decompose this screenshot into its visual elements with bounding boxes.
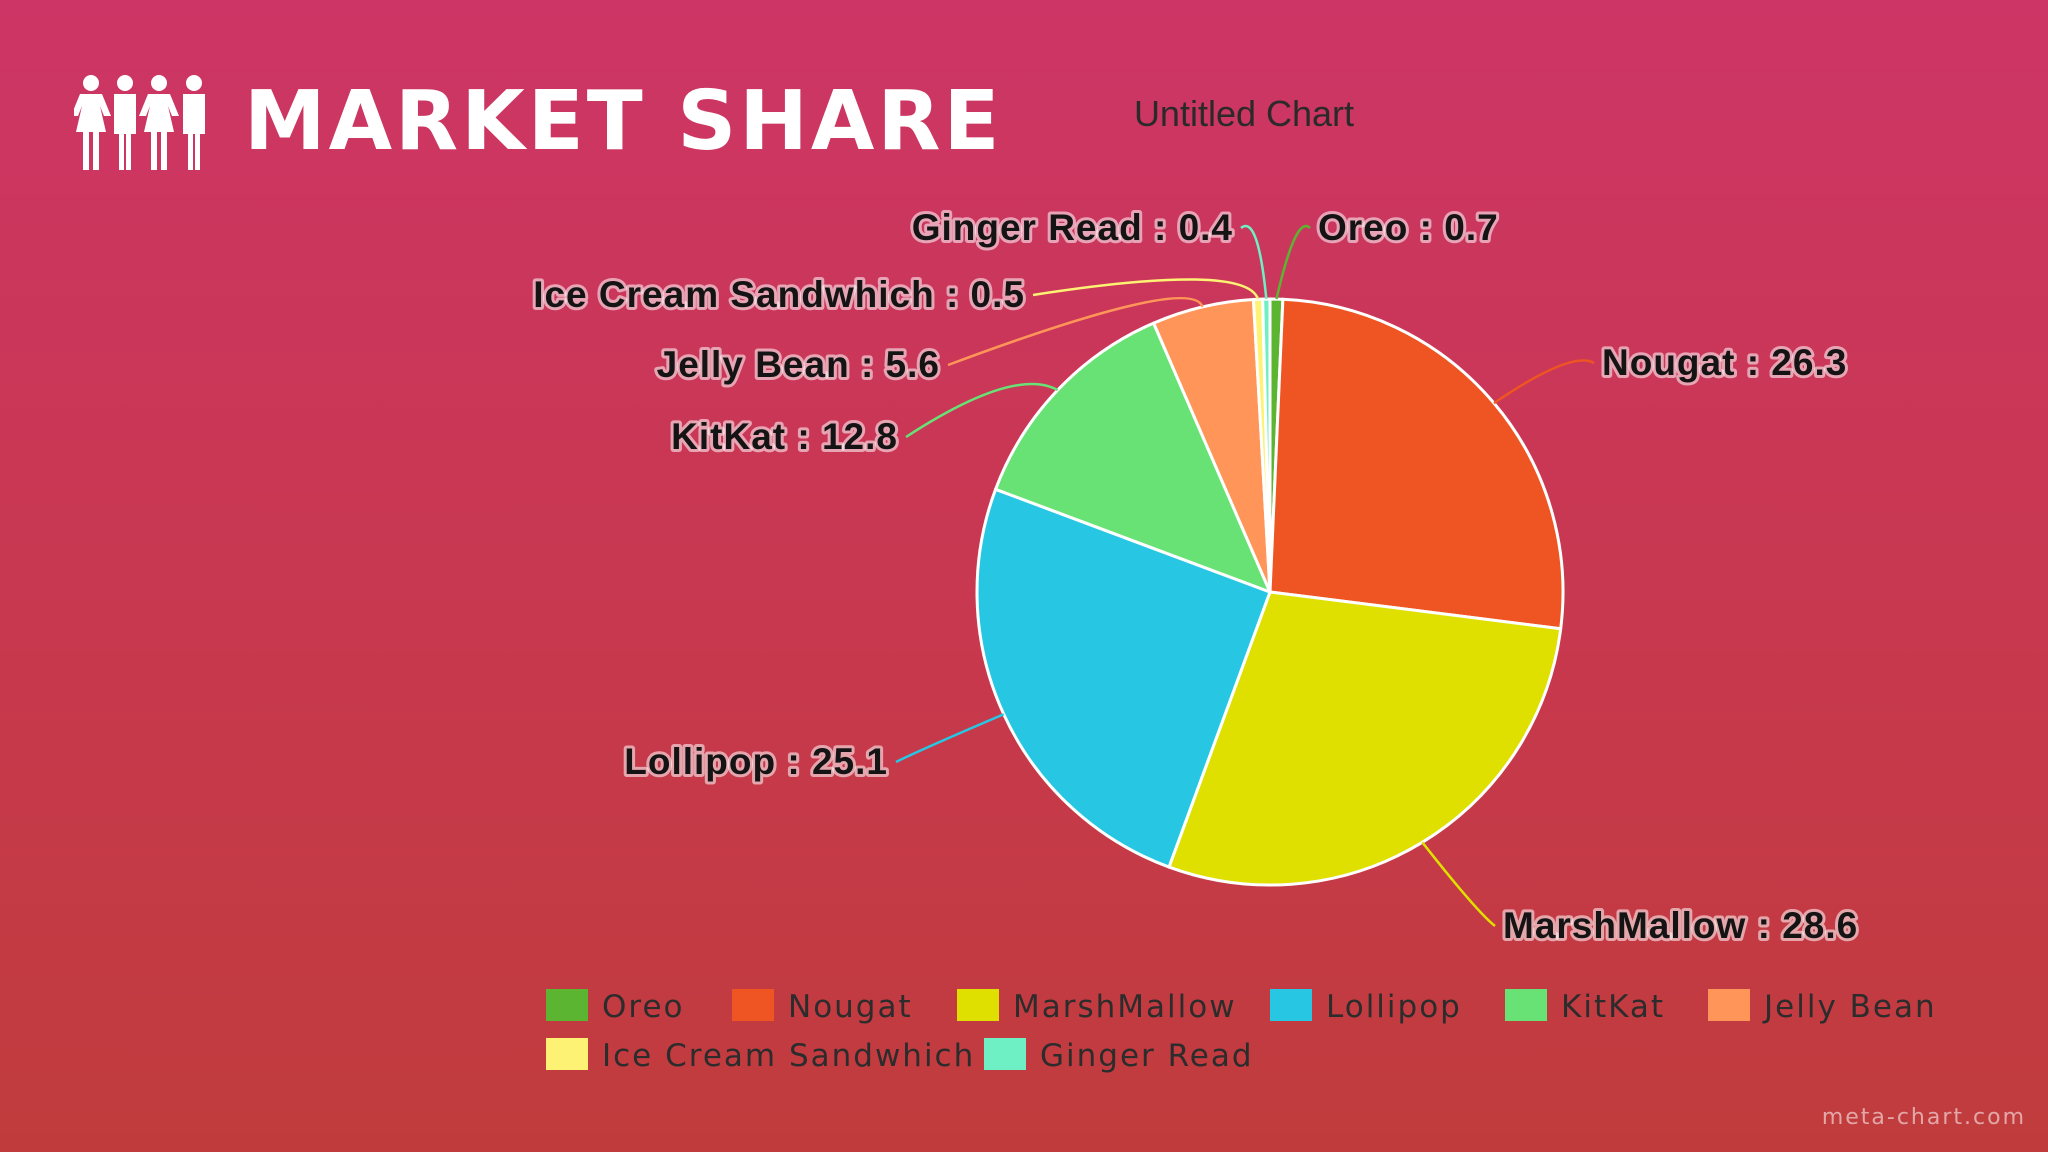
legend-item-oreo: Oreo — [546, 989, 685, 1025]
legend-swatch — [732, 989, 774, 1021]
data-label-ginger-read: Ginger Read : 0.4 — [912, 207, 1233, 248]
data-label-ice-cream-sandwhich: Ice Cream Sandwhich : 0.5 — [533, 274, 1025, 315]
legend-label: KitKat — [1561, 989, 1665, 1025]
legend-item-nougat: Nougat — [732, 989, 913, 1025]
legend-swatch — [984, 1038, 1026, 1070]
leader-line-jelly-bean — [947, 297, 1204, 367]
slice-labels: Oreo : 0.7 Nougat : 26.3 MarshMallow : 28.… — [530, 204, 1860, 949]
legend-label: Ice Cream Sandwhich — [602, 1038, 975, 1074]
leader-line-oreo — [1275, 224, 1311, 300]
pie-slice-marshmallow — [1167, 590, 1563, 887]
legend-item-lollipop: Lollipop — [1270, 989, 1462, 1025]
data-label-lollipop: Lollipop : 25.1 — [624, 741, 888, 782]
leader-line-kitkat — [905, 382, 1059, 439]
legend-swatch — [1270, 989, 1312, 1021]
page-title: MARKET SHARE — [244, 74, 1003, 169]
data-label-nougat: Nougat : 26.3 — [1602, 342, 1847, 383]
legend-label: Nougat — [788, 989, 913, 1025]
leader-lines — [895, 224, 1595, 927]
legend-item-ginger-read: Ginger Read — [984, 1038, 1254, 1074]
legend-item-marshmallow: MarshMallow — [957, 989, 1237, 1025]
legend-swatch — [1708, 989, 1750, 1021]
leader-line-lollipop — [895, 713, 1005, 764]
legend-swatch — [546, 1038, 588, 1070]
legend-item-jelly-bean: Jelly Bean — [1708, 989, 1937, 1025]
data-label-oreo: Oreo : 0.7 — [1318, 207, 1499, 248]
legend-swatch — [546, 989, 588, 1021]
legend-label: Jelly Bean — [1762, 989, 1937, 1025]
legend: Oreo Nougat MarshMallow Lollipop KitKat Jelly… — [546, 989, 1937, 1074]
data-label-marshmallow: MarshMallow : 28.6 — [1503, 905, 1858, 946]
legend-swatch — [1505, 989, 1547, 1021]
leader-line-ginger-read — [1240, 224, 1268, 300]
legend-item-kitkat: KitKat — [1505, 989, 1665, 1025]
leader-line-nougat — [1493, 359, 1595, 405]
pie-slice-nougat — [1268, 297, 1565, 631]
leader-line-marshmallow — [1421, 841, 1496, 927]
legend-label: Lollipop — [1326, 989, 1462, 1025]
data-label-jelly-bean: Jelly Bean : 5.6 — [657, 344, 940, 385]
leader-line-ice-cream-sandwhich — [1032, 278, 1260, 300]
pie-slice-kitkat — [994, 321, 1272, 594]
people-group-icon — [74, 75, 205, 170]
data-label-kitkat: KitKat : 12.8 — [671, 416, 898, 457]
legend-item-ice-cream-sandwhich: Ice Cream Sandwhich — [546, 1038, 975, 1074]
legend-label: Ginger Read — [1040, 1038, 1254, 1074]
chart-title: Untitled Chart — [1134, 93, 1354, 134]
watermark: meta-chart.com — [1821, 1105, 2026, 1130]
header: MARKET SHARE — [74, 72, 1003, 172]
pie-slice-lollipop — [975, 487, 1272, 869]
pie-slice-ginger-read — [1261, 297, 1272, 594]
legend-label: Oreo — [602, 989, 685, 1025]
legend-swatch — [957, 989, 999, 1021]
legend-label: MarshMallow — [1013, 989, 1237, 1025]
pie-slices — [975, 297, 1565, 887]
